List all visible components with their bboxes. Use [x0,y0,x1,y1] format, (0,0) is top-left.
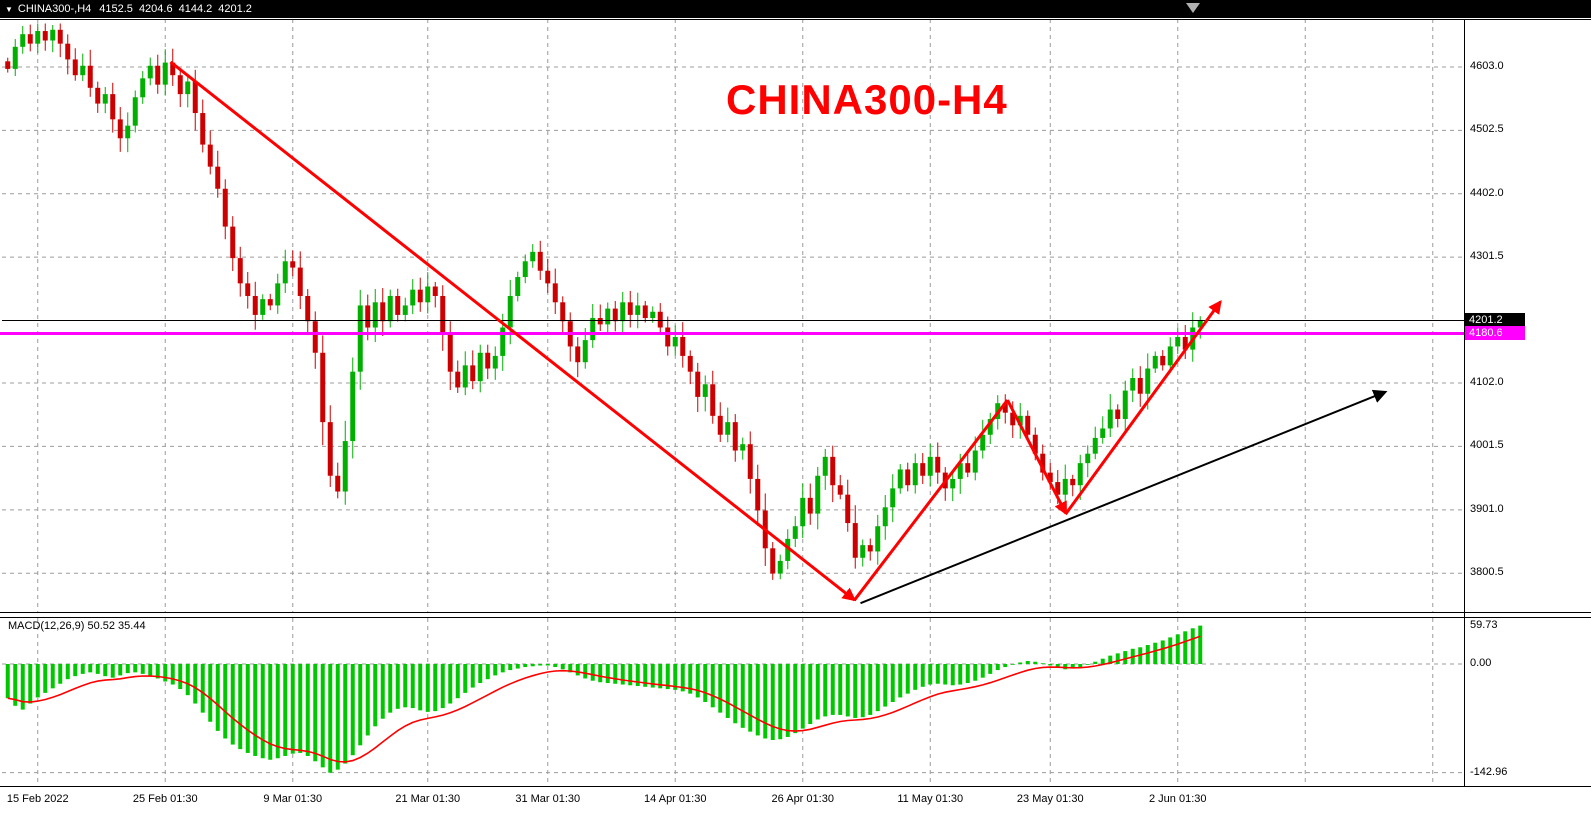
macd-axis-label: 0.00 [1470,657,1492,669]
black-trend-arrow [860,389,1388,605]
price-lines-layer[interactable] [0,319,1464,335]
time-axis-label: 21 Mar 01:30 [395,793,461,805]
time-axis-label: 25 Feb 01:30 [132,793,198,805]
chart-title-bar: ▼ CHINA300-,H4 4152.5 4204.6 4144.2 4201… [0,0,1591,18]
hline-price-badge: 4180.6 [1465,326,1525,341]
panel-borders [0,19,1591,787]
price-axis-label: 4402.0 [1470,186,1504,199]
macd-indicator-label: MACD(12,26,9) 50.52 35.44 [8,620,146,632]
price-axis-label: 4301.5 [1470,250,1504,263]
price-axis-label: 4102.0 [1470,376,1504,389]
time-axis-label: 11 May 01:30 [897,793,964,805]
symbol-period-label: CHINA300-,H4 [17,3,92,15]
price-axis-label: 4502.5 [1470,123,1504,136]
chart-shift-marker-icon[interactable] [1186,3,1200,13]
macd-axis-label: -142.96 [1470,765,1508,778]
red-trend-line [169,60,857,602]
grid-layer [2,19,1464,786]
current-price-badge: 4201.2 [1465,313,1525,328]
ohlc-low-value: 4144.2 [178,3,213,15]
red-trend-line [1064,300,1222,515]
time-axis-label: 14 Apr 01:30 [644,793,707,805]
ohlc-close-value: 4201.2 [218,3,252,15]
macd-axis-label: 59.73 [1470,619,1498,631]
time-axis-label: 23 May 01:30 [1016,793,1084,805]
symbol-dropdown-icon[interactable]: ▼ [5,4,13,14]
ohlc-open-value: 4152.5 [99,3,133,15]
time-axis-label: 9 Mar 01:30 [263,793,323,805]
price-axis-label: 4001.5 [1470,439,1504,452]
macd-signal-line [7,635,1201,763]
trendline-annotations[interactable] [169,60,1388,605]
price-axis-label: 4603.0 [1470,60,1504,72]
time-axis-label: 26 Apr 01:30 [771,793,834,805]
price-axis-label: 3901.0 [1470,502,1504,515]
red-trend-line [853,399,1009,601]
time-axis-label: 2 Jun 01:30 [1149,793,1207,805]
time-axis-label: 15 Feb 2022 [6,793,69,805]
chart-annotation-title: CHINA300-H4 [726,76,1008,123]
ohlc-high-value: 4204.6 [138,3,173,15]
red-trend-line [1006,399,1068,516]
time-axis-label: 31 Mar 01:30 [515,793,581,805]
price-axis-label: 3800.5 [1470,566,1504,579]
macd-layer [5,625,1203,773]
candles-layer [5,23,1203,580]
